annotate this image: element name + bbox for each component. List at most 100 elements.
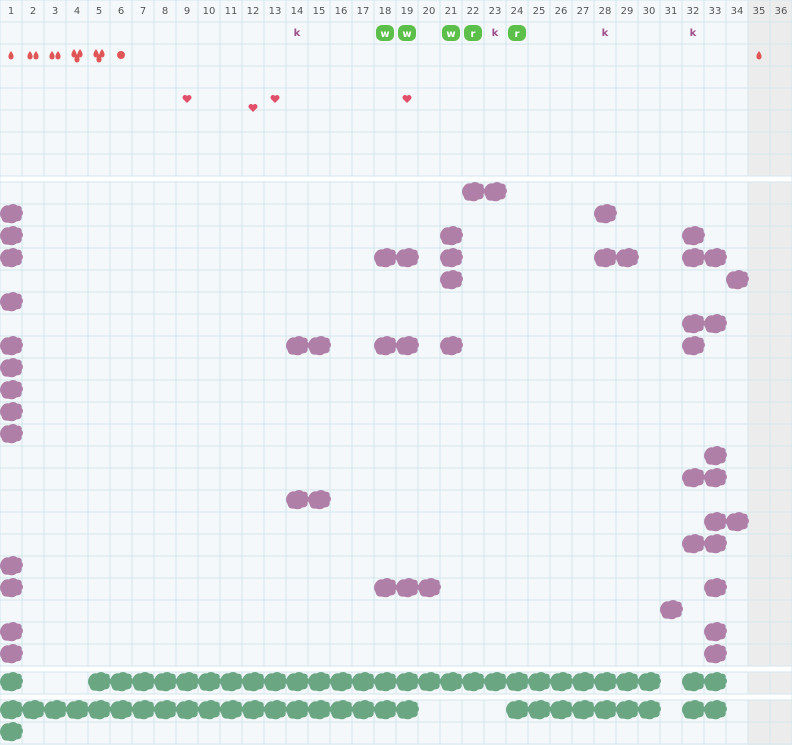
column-header: 15 <box>313 6 326 17</box>
blob <box>286 336 309 356</box>
blob <box>594 672 617 692</box>
letter: k <box>602 28 609 39</box>
blob <box>704 446 727 466</box>
blob <box>198 700 221 720</box>
blob <box>396 336 419 356</box>
blob <box>638 672 661 692</box>
badge <box>442 25 460 41</box>
blob <box>352 700 375 720</box>
badge <box>508 25 526 41</box>
blob <box>484 672 507 692</box>
blob <box>638 700 661 720</box>
column-header: 26 <box>555 6 568 17</box>
blob <box>440 270 463 290</box>
blob <box>88 672 111 692</box>
column-header: 23 <box>489 6 502 17</box>
drop <box>99 49 105 58</box>
drop <box>77 49 83 58</box>
blob <box>704 578 727 598</box>
blob <box>396 578 419 598</box>
blob <box>0 292 23 312</box>
blob <box>286 490 309 510</box>
blob <box>176 672 199 692</box>
blob <box>682 248 705 268</box>
blob <box>264 672 287 692</box>
badge-letter: r <box>515 29 520 40</box>
badge-letter: w <box>380 29 389 40</box>
blob <box>374 578 397 598</box>
badge-letter: w <box>446 29 455 40</box>
blob <box>154 700 177 720</box>
badge <box>464 25 482 41</box>
column-header: 18 <box>379 6 392 17</box>
blob <box>396 672 419 692</box>
blob <box>726 270 749 290</box>
heart <box>182 95 192 103</box>
column-header: 31 <box>665 6 678 17</box>
letter: k <box>690 28 697 39</box>
blob <box>330 672 353 692</box>
shaded-column <box>770 0 792 745</box>
blob <box>286 672 309 692</box>
column-header: 22 <box>467 6 480 17</box>
heart <box>402 95 412 103</box>
blob <box>616 700 639 720</box>
drop <box>8 51 14 60</box>
blob <box>506 700 529 720</box>
blob <box>264 700 287 720</box>
blob <box>572 700 595 720</box>
column-header: 1 <box>8 6 14 17</box>
blob <box>352 672 375 692</box>
column-header: 12 <box>247 6 260 17</box>
blob <box>308 490 331 510</box>
blob <box>704 672 727 692</box>
badge-letter: r <box>471 29 476 40</box>
column-header: 14 <box>291 6 304 17</box>
blob <box>704 700 727 720</box>
column-header: 35 <box>753 6 766 17</box>
blob <box>594 700 617 720</box>
blob <box>0 622 23 642</box>
blob <box>440 226 463 246</box>
blob <box>418 578 441 598</box>
blob <box>220 700 243 720</box>
column-header: 32 <box>687 6 700 17</box>
column-header: 27 <box>577 6 590 17</box>
blob <box>0 402 23 422</box>
blob <box>594 248 617 268</box>
drop <box>55 51 61 60</box>
drop <box>33 51 39 60</box>
blob <box>374 248 397 268</box>
blob <box>506 672 529 692</box>
blob <box>704 314 727 334</box>
column-header: 19 <box>401 6 414 17</box>
blob <box>528 672 551 692</box>
column-header: 21 <box>445 6 458 17</box>
column-header: 4 <box>74 6 80 17</box>
blob <box>308 672 331 692</box>
blob <box>462 672 485 692</box>
blob <box>308 336 331 356</box>
blob <box>0 644 23 664</box>
blob <box>704 512 727 532</box>
column-header: 25 <box>533 6 546 17</box>
blob <box>0 226 23 246</box>
column-header: 34 <box>731 6 744 17</box>
blob <box>132 672 155 692</box>
blob <box>0 336 23 356</box>
blob <box>374 336 397 356</box>
blob <box>484 182 507 202</box>
blob <box>0 722 23 742</box>
blob <box>308 700 331 720</box>
blob <box>704 248 727 268</box>
blob <box>374 700 397 720</box>
badge <box>398 25 416 41</box>
blob <box>440 248 463 268</box>
blob <box>132 700 155 720</box>
column-header: 8 <box>162 6 168 17</box>
column-header: 7 <box>140 6 146 17</box>
blob <box>0 358 23 378</box>
blob <box>88 700 111 720</box>
blob <box>682 226 705 246</box>
drop <box>93 49 99 58</box>
